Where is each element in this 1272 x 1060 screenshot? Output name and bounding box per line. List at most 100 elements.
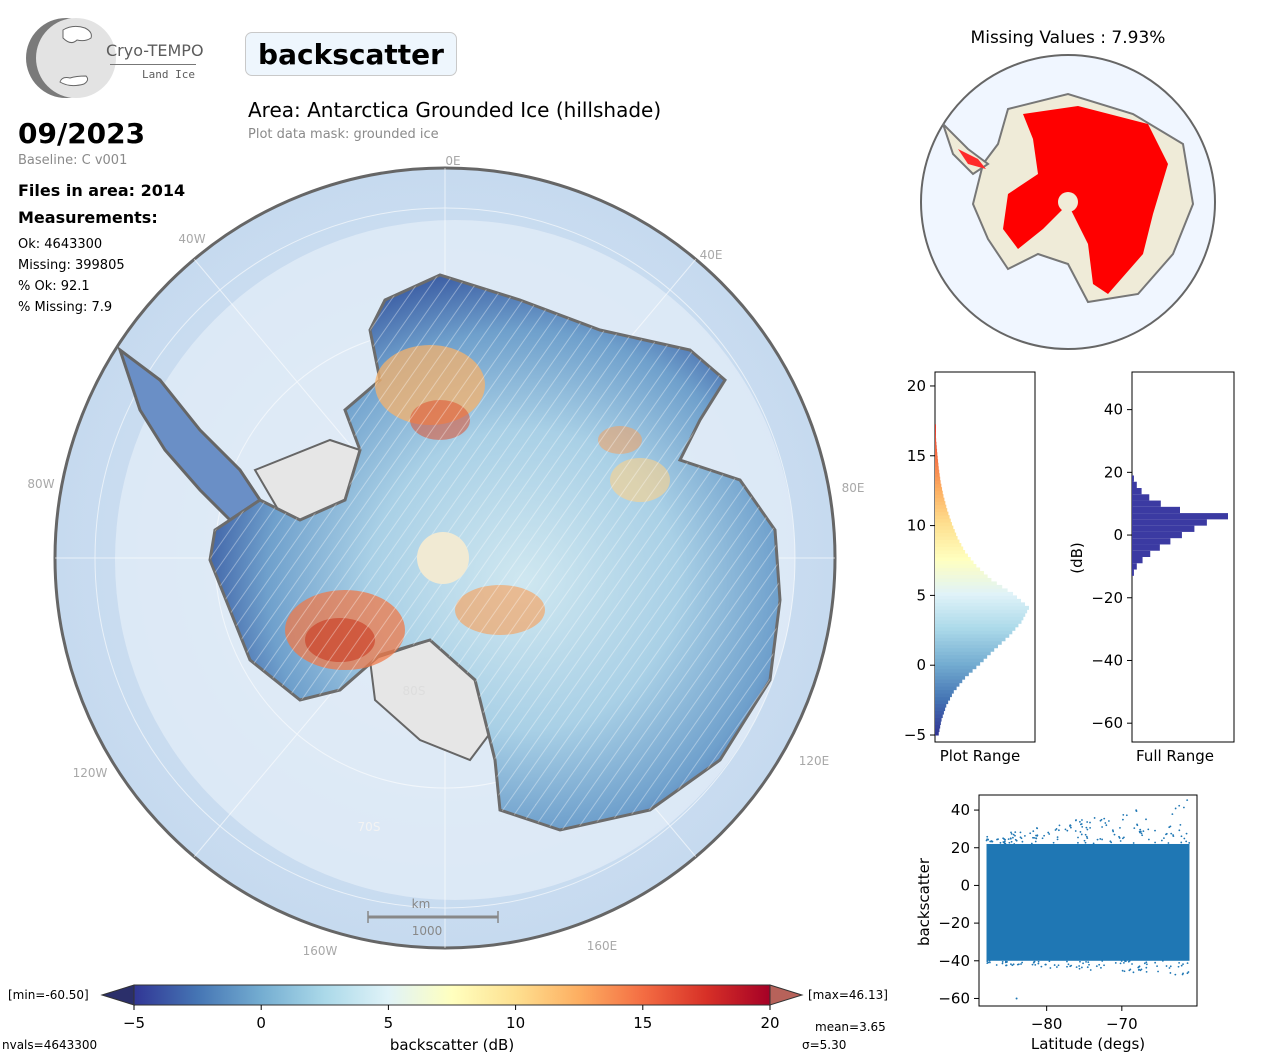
scatter-point [989,961,991,964]
scatter-point [1143,962,1146,965]
plot-range-bar [935,668,973,673]
plot-range-bar [935,598,1022,603]
scatter-point [1188,842,1191,844]
scatter-point [1015,997,1018,1000]
scatter-point [1010,831,1012,834]
scalebar-value: 1000 [412,924,443,938]
scatter-point [1168,826,1171,829]
scatter-point [1057,964,1060,967]
mask-text: Plot data mask: grounded ice [248,127,439,142]
scatter-point [1021,840,1024,843]
scatter-point [1037,960,1040,963]
scatter-point [1169,965,1172,968]
scatter-point [1084,841,1087,844]
plot-range-bar [935,452,938,457]
scatter-point [1012,833,1015,836]
scatter-point [1120,960,1123,962]
scatter-point [1085,826,1088,829]
title-badge-text: backscatter [258,38,444,71]
lon-label-120w: 120W [73,766,108,780]
colorbar-tick-label: −5 [123,1014,145,1032]
scatter-point [1037,962,1040,965]
scatter-ytick-label: −40 [938,952,970,970]
plot-range-bar [935,619,1022,624]
scatter-ytick-label: −20 [938,914,970,932]
plot-range-bar [935,480,941,485]
scatter-point [1080,966,1083,969]
full-range-bar [1132,550,1151,557]
scatter-point [1101,838,1104,841]
scatter-ylabel: backscatter [915,857,933,946]
scatter-point [1058,824,1061,827]
plot-range-bar [935,658,984,663]
scatter-point [1125,814,1128,817]
scatter-point [1052,841,1055,844]
plot-range-bar [935,462,939,467]
scatter-point [1122,813,1125,816]
full-range-bar [1132,513,1228,520]
scatter-point [995,964,998,966]
scatter-point [1101,960,1104,962]
scatter-point [1118,837,1121,839]
scatter-point [1100,818,1103,821]
plot-range-tick-label: 20 [907,377,926,395]
plot-range-bar [935,515,950,520]
scatter-point [1104,822,1107,824]
scatter-point [1124,960,1127,963]
scatter-point [1078,967,1081,970]
colorbar-label: backscatter (dB) [390,1036,514,1054]
scatter-point [1174,973,1177,976]
scatter-point [1085,835,1088,838]
full-range-bar [1132,569,1134,576]
plot-range-bar [935,605,1029,610]
scatter-point [1131,963,1133,965]
scatter-point [1180,835,1183,838]
scatter-point [1030,842,1033,845]
scatter-xtick-label: −80 [1031,1015,1063,1033]
scatter-point [1009,837,1012,840]
scatter-point [986,835,989,838]
plot-range-bar [935,591,1014,596]
plot-range-bar [935,476,941,481]
plot-range-yticks: 20 15 10 5 0 −5 [904,377,935,744]
scatter-point [1066,965,1068,968]
scatter-point [1010,833,1013,835]
plot-range-bar [935,682,960,687]
scatter-point [1178,961,1181,964]
scatter-point [1081,819,1083,821]
plot-range-bar [935,487,943,492]
scatter-point [1139,831,1141,834]
scatter-point [1041,837,1044,840]
scatter-point [1178,804,1181,807]
scatter-point [1070,964,1073,967]
plot-range-bar [935,665,977,670]
scatter-point [1024,835,1026,837]
plot-range-bar [935,511,949,516]
full-range-bars [1132,475,1228,576]
scatter-point [1132,971,1135,974]
full-range-tick-label: −20 [1091,589,1123,607]
plot-range-bar [935,675,966,680]
stat-ok: Ok: 4643300 [18,237,103,252]
plot-range-bar [935,518,951,523]
full-range-bar [1132,519,1207,526]
lon-label-160e: 160E [587,939,618,953]
scatter-point [1001,962,1004,965]
scatter-point [1138,965,1141,968]
colorbar-tick-label: 0 [256,1014,266,1032]
stat-missing: Missing: 399805 [18,258,125,273]
colorbar-tick-label: 10 [506,1014,525,1032]
plot-range-bar [935,602,1026,607]
scatter-ytick-label: −60 [938,989,970,1007]
scatter-point [1015,839,1018,842]
scatter-ytick-label: 20 [951,839,970,857]
scatter-point [1178,829,1181,832]
scatter-point [1129,968,1132,971]
scatter-point [989,840,992,843]
colorbar-nvals: nvals=4643300 [2,1038,97,1052]
scatter-point [1001,960,1004,963]
scatter-point [1098,963,1101,966]
scatter-point [1138,968,1141,971]
scatter-point [1020,837,1023,840]
lon-label-40w: 40W [178,232,205,246]
